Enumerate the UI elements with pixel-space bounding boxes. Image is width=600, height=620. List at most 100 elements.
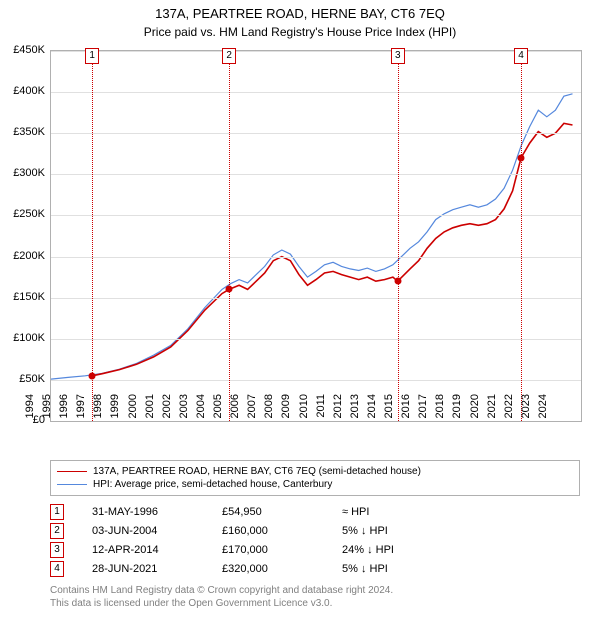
sale-note: ≈ HPI: [342, 506, 462, 518]
x-tick-label: 2005: [212, 394, 224, 424]
x-tick-label: 2006: [229, 394, 241, 424]
legend-label: 137A, PEARTREE ROAD, HERNE BAY, CT6 7EQ …: [93, 466, 421, 477]
sale-table: 1 31-MAY-1996£54,950≈ HPI 2 03-JUN-2004£160…: [50, 502, 462, 578]
x-tick-label: 2019: [451, 394, 463, 424]
gridline: [51, 174, 581, 175]
x-tick-label: 2001: [144, 394, 156, 424]
sale-note: 24% ↓ HPI: [342, 544, 462, 556]
chart-container: 137A, PEARTREE ROAD, HERNE BAY, CT6 7EQ …: [0, 0, 600, 620]
y-tick-label: £150K: [0, 291, 45, 303]
x-tick-label: 1999: [109, 394, 121, 424]
x-tick-label: 1996: [58, 394, 70, 424]
chart-area: 1234 £0£50K£100K£150K£200K£250K£300K£350…: [50, 50, 580, 420]
sale-price: £320,000: [222, 563, 342, 575]
x-tick-label: 2023: [520, 394, 532, 424]
legend: 137A, PEARTREE ROAD, HERNE BAY, CT6 7EQ …: [50, 460, 580, 496]
y-tick-label: £100K: [0, 332, 45, 344]
x-tick-label: 2008: [263, 394, 275, 424]
footer: Contains HM Land Registry data © Crown c…: [50, 584, 393, 610]
x-tick-label: 2007: [246, 394, 258, 424]
sale-date: 28-JUN-2021: [92, 563, 222, 575]
x-tick-label: 2016: [400, 394, 412, 424]
x-tick-label: 2024: [537, 394, 549, 424]
gridline: [51, 257, 581, 258]
plot: 1 2 3 4: [50, 50, 582, 422]
x-tick-label: 2017: [417, 394, 429, 424]
marker-box: 4: [514, 48, 528, 64]
x-tick-label: 1995: [41, 394, 53, 424]
sale-date: 12-APR-2014: [92, 544, 222, 556]
chart-subtitle: Price paid vs. HM Land Registry's House …: [0, 21, 600, 39]
sale-marker-box: 1: [50, 504, 64, 520]
y-tick-label: £400K: [0, 85, 45, 97]
marker-line: [521, 51, 522, 421]
x-tick-label: 2018: [434, 394, 446, 424]
legend-item: HPI: Average price, semi-detached house,…: [57, 478, 573, 491]
x-tick-label: 2020: [469, 394, 481, 424]
y-tick-label: £200K: [0, 250, 45, 262]
gridline: [51, 92, 581, 93]
gridline: [51, 133, 581, 134]
marker-box: 1: [85, 48, 99, 64]
footer-line2: This data is licensed under the Open Gov…: [50, 597, 393, 610]
sale-point: [226, 286, 233, 293]
sale-price: £170,000: [222, 544, 342, 556]
sale-row: 1 31-MAY-1996£54,950≈ HPI: [50, 502, 462, 521]
x-tick-label: 1994: [24, 394, 36, 424]
x-tick-label: 2009: [280, 394, 292, 424]
marker-line: [398, 51, 399, 421]
sale-marker-box: 2: [50, 523, 64, 539]
chart-title: 137A, PEARTREE ROAD, HERNE BAY, CT6 7EQ: [0, 0, 600, 21]
x-tick-label: 2000: [127, 394, 139, 424]
x-tick-label: 1998: [92, 394, 104, 424]
x-tick-label: 1997: [75, 394, 87, 424]
x-tick-label: 2011: [315, 394, 327, 424]
gridline: [51, 339, 581, 340]
y-tick-label: £0: [0, 414, 45, 426]
x-tick-label: 2022: [503, 394, 515, 424]
x-tick-label: 2010: [298, 394, 310, 424]
line-series: [51, 51, 581, 421]
sale-date: 03-JUN-2004: [92, 525, 222, 537]
y-tick-label: £250K: [0, 208, 45, 220]
x-tick-label: 2021: [486, 394, 498, 424]
sale-point: [394, 278, 401, 285]
sale-point: [89, 372, 96, 379]
marker-line: [92, 51, 93, 421]
x-tick-label: 2004: [195, 394, 207, 424]
sale-row: 4 28-JUN-2021£320,0005% ↓ HPI: [50, 559, 462, 578]
x-tick-label: 2002: [161, 394, 173, 424]
sale-price: £160,000: [222, 525, 342, 537]
x-tick-label: 2013: [349, 394, 361, 424]
y-tick-label: £350K: [0, 126, 45, 138]
y-tick-label: £300K: [0, 167, 45, 179]
sale-date: 31-MAY-1996: [92, 506, 222, 518]
gridline: [51, 215, 581, 216]
x-tick-label: 2014: [366, 394, 378, 424]
x-tick-label: 2012: [332, 394, 344, 424]
gridline: [51, 380, 581, 381]
sale-row: 3 12-APR-2014£170,00024% ↓ HPI: [50, 540, 462, 559]
x-tick-label: 2003: [178, 394, 190, 424]
sale-marker-box: 3: [50, 542, 64, 558]
legend-item: 137A, PEARTREE ROAD, HERNE BAY, CT6 7EQ …: [57, 465, 573, 478]
footer-line1: Contains HM Land Registry data © Crown c…: [50, 584, 393, 597]
legend-swatch: [57, 484, 87, 485]
legend-label: HPI: Average price, semi-detached house,…: [93, 479, 332, 490]
gridline: [51, 298, 581, 299]
x-tick-label: 2015: [383, 394, 395, 424]
y-tick-label: £450K: [0, 44, 45, 56]
sale-note: 5% ↓ HPI: [342, 563, 462, 575]
gridline: [51, 51, 581, 52]
sale-marker-box: 4: [50, 561, 64, 577]
marker-box: 2: [222, 48, 236, 64]
marker-box: 3: [391, 48, 405, 64]
sale-note: 5% ↓ HPI: [342, 525, 462, 537]
sale-price: £54,950: [222, 506, 342, 518]
y-tick-label: £50K: [0, 373, 45, 385]
series-hpi: [51, 94, 573, 379]
sale-point: [517, 154, 524, 161]
legend-swatch: [57, 471, 87, 472]
marker-line: [229, 51, 230, 421]
sale-row: 2 03-JUN-2004£160,0005% ↓ HPI: [50, 521, 462, 540]
